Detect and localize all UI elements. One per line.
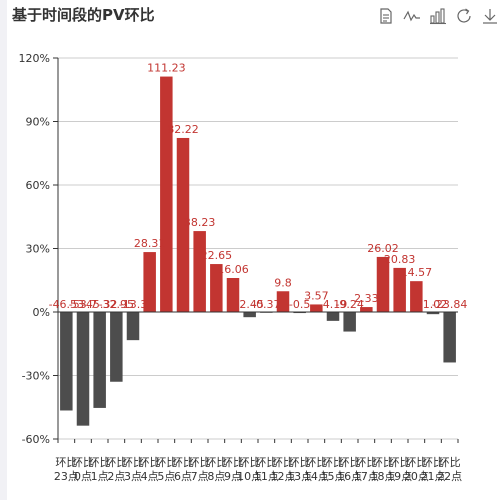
x-tick-label: 环比 20点 — [404, 456, 429, 483]
x-tick-label: 环比 4点 — [139, 456, 161, 483]
x-tick-label: 环比 17点 — [354, 456, 379, 483]
x-tick-label: 环比 7点 — [189, 456, 211, 483]
data-label: -13.3 — [119, 298, 147, 311]
bar — [426, 312, 440, 315]
x-tick-label: 环比 14点 — [304, 456, 329, 483]
y-tick-label: 0% — [33, 306, 50, 319]
data-label: 82.22 — [167, 123, 199, 136]
data-label: 22.65 — [201, 249, 233, 262]
data-label: -2.45 — [235, 298, 263, 311]
y-tick-label: 90% — [26, 116, 50, 129]
y-tick-label: 60% — [26, 179, 50, 192]
bar — [326, 312, 340, 321]
data-label: -9.24 — [335, 298, 363, 311]
bar — [443, 312, 456, 363]
bar-chart-icon[interactable] — [428, 6, 448, 26]
x-tick-label: 环比 2点 — [105, 456, 127, 483]
data-label: -23.84 — [432, 298, 467, 311]
y-tick-label: 120% — [19, 52, 50, 65]
data-label: 26.02 — [367, 242, 399, 255]
x-tick-label: 环比 0点 — [72, 456, 94, 483]
x-tick-label: 环比 16点 — [337, 456, 362, 483]
x-tick-label: 环比 18点 — [371, 456, 396, 483]
x-tick-label: 环比 1点 — [89, 456, 111, 483]
download-icon[interactable] — [480, 6, 500, 26]
x-tick-label: 环比 23点 — [54, 456, 79, 483]
bar — [93, 312, 106, 408]
bar — [126, 312, 140, 341]
bar — [376, 256, 390, 312]
bar — [393, 267, 406, 312]
x-tick-label: 环比 12点 — [271, 456, 296, 483]
y-tick-label: -30% — [22, 370, 50, 383]
x-tick-label: 环比 9点 — [222, 456, 244, 483]
bar — [226, 278, 240, 312]
data-label: -0.37 — [252, 298, 280, 311]
data-label: 111.23 — [147, 62, 186, 75]
x-tick-label: 环比 11点 — [254, 456, 279, 483]
data-label: 14.57 — [401, 266, 433, 279]
y-tick-label: 30% — [26, 243, 50, 256]
bar — [343, 312, 356, 332]
chart-title: 基于时间段的PV环比 — [12, 6, 155, 24]
x-tick-label: 环比 21点 — [421, 456, 446, 483]
bar — [176, 137, 190, 312]
bar — [243, 312, 256, 318]
data-label: -1.02 — [419, 298, 447, 311]
bar — [310, 304, 323, 312]
y-tick-label: -60% — [22, 433, 50, 446]
data-label: 16.06 — [217, 263, 249, 276]
x-tick-label: 环比 8点 — [205, 456, 227, 483]
restore-icon[interactable] — [454, 6, 474, 26]
x-tick-label: 环比 5点 — [155, 456, 177, 483]
bar — [276, 291, 290, 312]
bar — [76, 312, 90, 426]
bar — [143, 252, 156, 312]
x-tick-label: 环比 22点 — [437, 456, 462, 483]
data-label: -0.5 — [289, 298, 310, 311]
data-label: 9.8 — [274, 276, 292, 289]
data-label: 20.83 — [384, 253, 416, 266]
data-view-icon[interactable] — [376, 6, 396, 26]
data-label: -53.7 — [69, 298, 97, 311]
x-tick-label: 环比 15点 — [321, 456, 346, 483]
bar — [193, 231, 206, 312]
data-label: -46.53 — [49, 298, 84, 311]
bar — [110, 312, 123, 382]
data-label: 2.33 — [354, 292, 379, 305]
data-label: -32.95 — [99, 298, 134, 311]
bar — [60, 312, 73, 411]
x-tick-label: 环比 3点 — [122, 456, 144, 483]
bar — [360, 307, 373, 312]
x-tick-label: 环比 13点 — [287, 456, 312, 483]
data-label: -4.19 — [319, 298, 347, 311]
bar — [160, 76, 173, 312]
bar — [410, 281, 423, 312]
data-label: -45.32 — [82, 298, 117, 311]
data-label: 3.57 — [304, 289, 329, 302]
data-label: 28.31 — [134, 237, 166, 250]
x-tick-label: 环比 19点 — [387, 456, 412, 483]
bar — [293, 312, 306, 314]
bar — [210, 264, 223, 312]
x-tick-label: 环比 6点 — [172, 456, 194, 483]
x-tick-label: 环比 10点 — [237, 456, 262, 483]
data-label: 38.23 — [184, 216, 216, 229]
left-strip — [0, 0, 7, 500]
line-chart-icon[interactable] — [402, 6, 422, 26]
